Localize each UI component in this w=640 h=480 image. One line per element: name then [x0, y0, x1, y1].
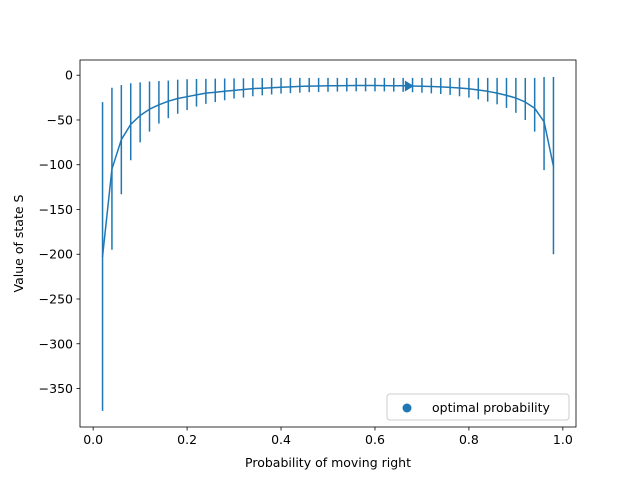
y-tick-label: −350	[39, 381, 73, 396]
y-tick-label: −300	[39, 336, 73, 351]
y-axis-ticks: 0 −50 −100 −150 −200 −250 −300 −350	[39, 68, 80, 396]
x-axis-label: Probability of moving right	[245, 455, 411, 470]
x-tick-label: 0.4	[271, 432, 291, 447]
legend-marker	[402, 403, 412, 413]
x-axis-ticks: 0.0 0.2 0.4 0.6 0.8 1.0	[83, 427, 573, 447]
error-bars	[101, 77, 555, 411]
y-tick-label: −50	[47, 112, 73, 127]
optimal-probability-point	[404, 80, 414, 92]
y-tick-label: −150	[39, 202, 73, 217]
x-tick-label: 0.8	[459, 432, 479, 447]
value-line-series	[101, 84, 555, 257]
legend: optimal probability	[386, 393, 570, 421]
x-tick-label: 0.6	[365, 432, 385, 447]
legend-box	[386, 393, 570, 421]
y-tick-label: −200	[39, 247, 73, 262]
x-tick-label: 0.0	[83, 432, 103, 447]
y-tick-label: 0	[65, 68, 73, 83]
x-tick-label: 1.0	[553, 432, 573, 447]
axes-frame	[79, 59, 577, 428]
legend-label: optimal probability	[432, 400, 551, 415]
x-tick-label: 0.2	[177, 432, 197, 447]
y-tick-label: −100	[39, 157, 73, 172]
y-tick-label: −250	[39, 291, 73, 306]
y-axis-label: Value of state S	[11, 194, 26, 292]
